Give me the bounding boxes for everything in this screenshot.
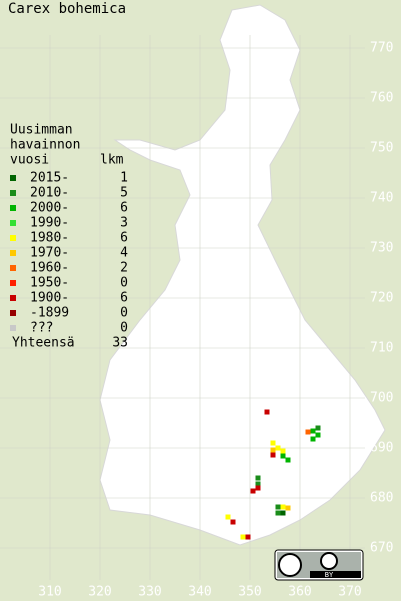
- observation-square: [275, 445, 281, 451]
- legend-swatch: [10, 190, 16, 196]
- y-label: 680: [370, 491, 393, 506]
- observation-square: [270, 440, 276, 446]
- observation-square: [240, 534, 246, 540]
- observation-square: [310, 436, 316, 442]
- legend-swatch: [10, 220, 16, 226]
- y-label: 740: [370, 191, 393, 206]
- legend-label: 1950-: [30, 276, 69, 291]
- x-label: 330: [138, 585, 161, 600]
- legend-label: 1960-: [30, 261, 69, 276]
- observation-square: [280, 448, 286, 454]
- legend-swatch: [10, 325, 16, 331]
- legend-label: -1899: [30, 306, 69, 321]
- license-badge: BY: [274, 549, 364, 581]
- by-icon: [320, 552, 338, 570]
- legend-count: 2: [120, 261, 128, 276]
- x-label: 310: [38, 585, 61, 600]
- license-text: BY: [325, 571, 334, 579]
- total-count: 33: [112, 336, 128, 351]
- legend-count: 0: [120, 306, 128, 321]
- legend-count: 6: [120, 231, 128, 246]
- legend-label: 1970-: [30, 246, 69, 261]
- y-label: 700: [370, 391, 393, 406]
- observation-square: [255, 485, 261, 491]
- legend-label: 2015-: [30, 171, 69, 186]
- legend-count: 6: [120, 201, 128, 216]
- legend-swatch: [10, 265, 16, 271]
- legend-swatch: [10, 175, 16, 181]
- y-label: 760: [370, 91, 393, 106]
- legend-swatch: [10, 295, 16, 301]
- legend-label: 1980-: [30, 231, 69, 246]
- observation-square: [264, 409, 270, 415]
- by-strip: [310, 571, 361, 578]
- legend-swatch: [10, 250, 16, 256]
- x-label: 350: [238, 585, 261, 600]
- legend-swatch: [10, 310, 16, 316]
- legend-label: 1990-: [30, 216, 69, 231]
- x-label: 340: [188, 585, 211, 600]
- cc-icon: [278, 553, 302, 577]
- observation-square: [275, 504, 281, 510]
- y-label: 730: [370, 241, 393, 256]
- y-label: 690: [370, 441, 393, 456]
- title: Carex bohemica: [8, 1, 126, 17]
- observation-square: [255, 481, 261, 487]
- legend-label: 2000-: [30, 201, 69, 216]
- y-label: 720: [370, 291, 393, 306]
- legend-count: 0: [120, 321, 128, 336]
- observation-square: [310, 428, 316, 434]
- x-label: 360: [288, 585, 311, 600]
- observation-square: [280, 504, 286, 510]
- legend-count: 1: [120, 171, 128, 186]
- legend-count: 5: [120, 186, 128, 201]
- x-label: 370: [338, 585, 361, 600]
- legend-label: 1900-: [30, 291, 69, 306]
- legend-count: 3: [120, 216, 128, 231]
- observation-square: [280, 510, 286, 516]
- y-label: 710: [370, 341, 393, 356]
- legend-swatch: [10, 235, 16, 241]
- observation-square: [225, 514, 231, 520]
- total-label: Yhteensä: [12, 336, 75, 351]
- observation-square: [315, 425, 321, 431]
- legend-count: 0: [120, 276, 128, 291]
- observation-square: [255, 475, 261, 481]
- legend-count: 4: [120, 246, 128, 261]
- observation-square: [285, 457, 291, 463]
- observation-square: [245, 534, 251, 540]
- observation-square: [270, 452, 276, 458]
- legend-heading: vuosi: [10, 153, 49, 168]
- y-label: 670: [370, 541, 393, 556]
- observation-square: [250, 488, 256, 494]
- legend-label: ???: [30, 321, 53, 336]
- observation-square: [285, 505, 291, 511]
- legend-swatch: [10, 280, 16, 286]
- legend-heading: havainnon: [10, 138, 80, 153]
- observation-square: [270, 447, 276, 453]
- observation-square: [315, 432, 321, 438]
- legend-swatch: [10, 205, 16, 211]
- observation-square: [275, 510, 281, 516]
- observation-square: [305, 429, 311, 435]
- observation-square: [280, 453, 286, 459]
- y-label: 770: [370, 41, 393, 56]
- y-label: 750: [370, 141, 393, 156]
- x-label: 320: [88, 585, 111, 600]
- legend-count: 6: [120, 291, 128, 306]
- legend-label: 2010-: [30, 186, 69, 201]
- legend-count-heading: lkm: [100, 153, 124, 168]
- legend-heading: Uusimman: [10, 123, 73, 138]
- observation-square: [230, 519, 236, 525]
